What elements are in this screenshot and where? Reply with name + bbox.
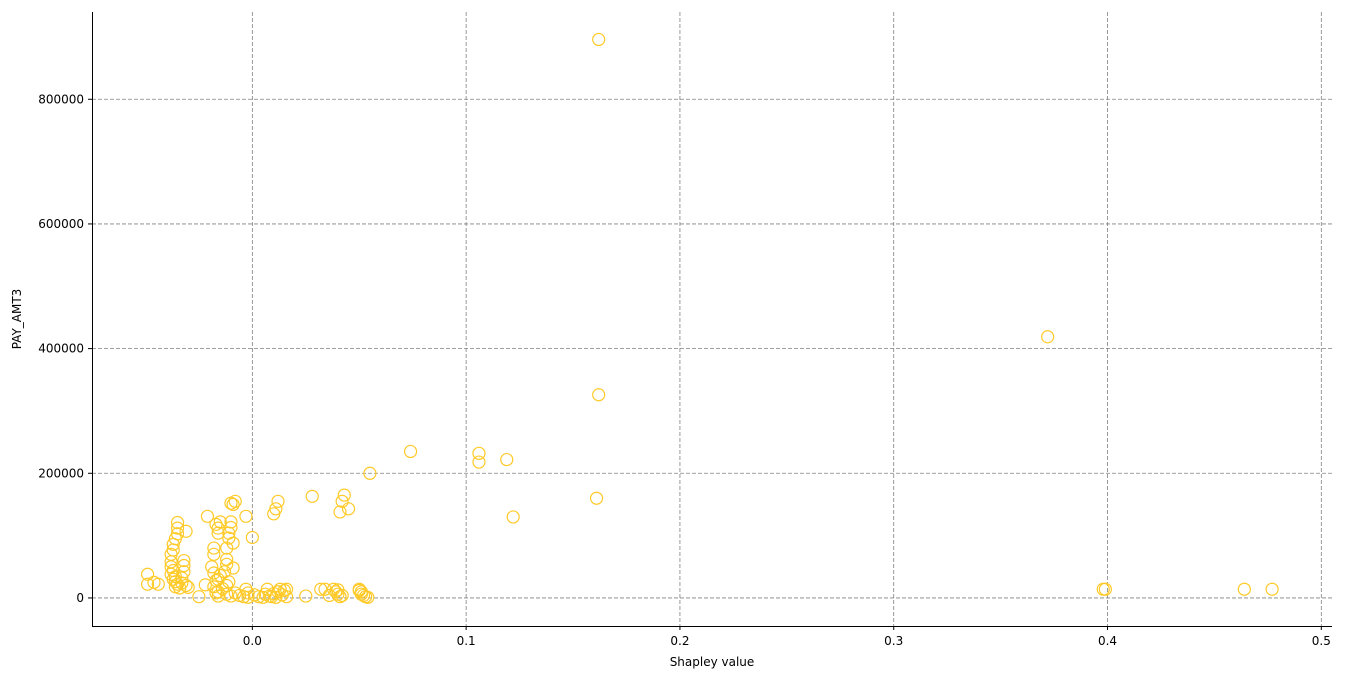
data-point: [269, 590, 283, 604]
data-point: [472, 446, 486, 460]
data-point: [1098, 582, 1112, 596]
grid-lines: [92, 12, 1332, 626]
data-point: [252, 590, 266, 604]
y-axis-label: PAY_AMT3: [10, 289, 24, 350]
data-point: [500, 452, 514, 467]
data-point: [472, 455, 486, 469]
y-tick-label: 600000: [38, 217, 84, 231]
data-point: [220, 557, 234, 571]
x-tick-label: 0.0: [243, 634, 262, 648]
data-point: [403, 444, 418, 459]
x-tick-label: 0.1: [457, 634, 476, 648]
axes: [92, 12, 1332, 627]
data-point: [222, 531, 236, 545]
data-point: [241, 590, 255, 604]
data-point: [277, 583, 292, 598]
data-point: [224, 520, 238, 535]
data-point: [175, 571, 189, 585]
data-point: [260, 582, 274, 596]
data-point: [245, 530, 259, 545]
data-point: [151, 577, 165, 591]
data-point: [177, 565, 191, 579]
data-point: [207, 547, 221, 561]
data-point: [166, 572, 180, 586]
data-point: [213, 515, 227, 529]
data-point: [361, 590, 375, 604]
x-tick-label: 0.4: [1098, 634, 1117, 648]
data-point: [226, 497, 240, 512]
data-point: [363, 466, 377, 480]
data-point: [592, 32, 606, 47]
x-axis-ticks: 0.0 0.1 0.2 0.3 0.4 0.5: [243, 626, 1331, 648]
data-point: [305, 489, 319, 503]
data-point: [1041, 330, 1055, 344]
data-point: [331, 583, 345, 597]
data-point: [239, 509, 253, 523]
data-point: [209, 586, 223, 600]
data-point: [1265, 582, 1279, 596]
data-point: [592, 388, 606, 402]
data-point: [140, 577, 155, 591]
data-point: [220, 552, 234, 566]
data-point: [506, 510, 520, 524]
x-axis-label: Shapley value: [670, 655, 755, 669]
data-point: [179, 524, 193, 538]
data-point: [226, 561, 240, 575]
data-point: [198, 578, 212, 592]
data-point: [341, 502, 356, 516]
data-point: [271, 494, 285, 508]
data-point: [299, 589, 313, 603]
data-point: [140, 567, 155, 581]
y-tick-label: 200000: [38, 466, 84, 480]
data-point: [279, 582, 294, 596]
x-tick-label: 0.3: [884, 634, 903, 648]
y-axis-ticks: 0 200000 400000 600000 800000: [38, 92, 92, 605]
data-point: [267, 507, 281, 521]
x-tick-label: 0.5: [1312, 634, 1331, 648]
data-point: [352, 583, 366, 598]
data-point: [207, 541, 221, 555]
y-tick-label: 0: [76, 591, 84, 605]
data-point: [589, 491, 604, 505]
data-point: [237, 590, 251, 604]
data-point: [279, 590, 294, 604]
data-point: [200, 509, 215, 523]
data-point: [213, 568, 227, 583]
data-point: [170, 521, 185, 535]
data-point: [220, 541, 234, 555]
data-point: [211, 589, 225, 603]
data-point: [166, 537, 180, 551]
data-point: [333, 590, 347, 604]
data-point: [329, 585, 343, 599]
scatter-points: [140, 32, 1279, 604]
data-point: [177, 553, 191, 568]
data-point: [224, 496, 238, 510]
data-point: [211, 521, 225, 535]
data-point: [333, 505, 347, 519]
data-point: [224, 589, 238, 603]
data-point: [170, 515, 185, 530]
data-point: [181, 580, 195, 594]
data-point: [314, 582, 328, 596]
x-tick-label: 0.2: [670, 634, 689, 648]
data-point: [179, 578, 193, 593]
data-point: [1237, 582, 1251, 596]
data-point: [177, 558, 191, 573]
y-tick-label: 400000: [38, 342, 84, 356]
data-point: [337, 488, 351, 502]
data-point: [192, 590, 206, 604]
data-point: [205, 560, 219, 574]
data-point: [207, 566, 221, 580]
y-tick-label: 800000: [38, 92, 84, 106]
